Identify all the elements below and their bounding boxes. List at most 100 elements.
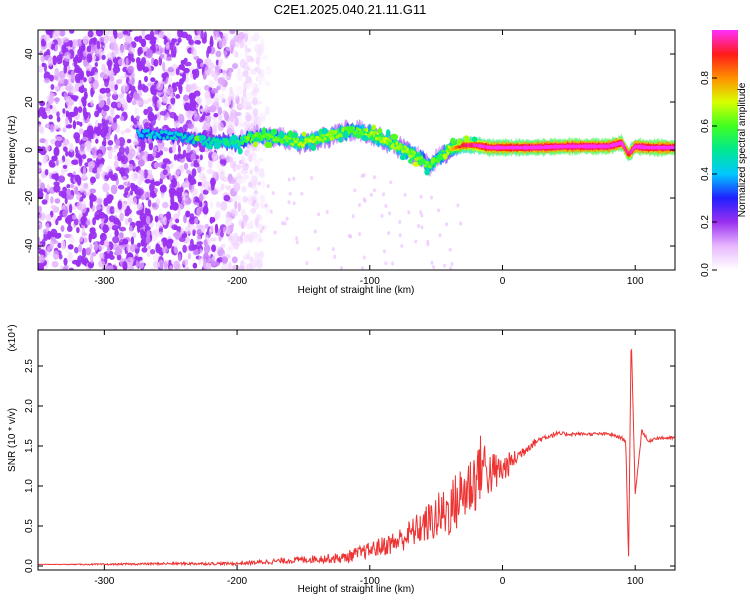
noise-cell <box>450 262 454 266</box>
track-blob <box>342 131 349 139</box>
track-blob <box>206 144 213 150</box>
noise-cell <box>38 236 41 246</box>
noise-cell <box>57 215 62 221</box>
noise-cell <box>66 184 71 189</box>
noise-cell <box>131 78 135 83</box>
noise-cell <box>131 100 137 106</box>
noise-cell <box>157 231 164 237</box>
track-cell <box>385 141 389 146</box>
track-blob <box>301 131 307 137</box>
track-cell <box>310 135 314 140</box>
noise-cell <box>254 189 258 194</box>
track-blob <box>264 141 273 149</box>
noise-cell <box>235 195 241 201</box>
noise-cell <box>419 210 423 215</box>
noise-cell <box>229 30 236 35</box>
noise-cell <box>165 76 173 86</box>
noise-cell <box>391 261 395 266</box>
snr-series-line <box>38 348 675 567</box>
noise-cell <box>191 126 199 135</box>
noise-cell <box>59 78 65 84</box>
colorbar-tick-label: 0.0 <box>700 263 711 277</box>
noise-cell <box>234 155 238 164</box>
track-blob <box>377 128 383 134</box>
noise-cell <box>358 232 362 237</box>
noise-cell <box>54 44 59 53</box>
noise-cell <box>73 39 79 48</box>
noise-cell <box>65 96 72 106</box>
noise-cell <box>76 200 83 211</box>
track-cell <box>137 131 141 135</box>
noise-cell <box>173 46 177 56</box>
noise-cell <box>173 170 180 180</box>
noise-cell <box>40 55 46 63</box>
noise-cell <box>104 87 111 94</box>
noise-cell <box>130 243 136 253</box>
track-cell <box>406 147 409 152</box>
noise-cell <box>162 216 168 226</box>
noise-cell <box>100 84 106 90</box>
snr-x-tick-label: 100 <box>627 576 644 587</box>
noise-cell <box>220 243 226 249</box>
noise-cell <box>96 166 102 173</box>
noise-cell <box>235 70 243 81</box>
noise-cell <box>79 143 85 152</box>
noise-cell <box>49 162 56 168</box>
noise-cell <box>239 53 244 58</box>
noise-cell <box>133 197 138 206</box>
noise-cell <box>225 46 233 52</box>
noise-cell <box>227 150 234 158</box>
noise-cell <box>138 79 142 88</box>
track-cell <box>228 143 231 147</box>
track-cell <box>164 130 168 134</box>
noise-cell <box>122 238 129 245</box>
noise-cell <box>78 243 83 253</box>
noise-cell <box>116 151 122 162</box>
noise-cell <box>46 123 50 129</box>
noise-cell <box>241 231 246 236</box>
noise-cell <box>139 212 147 222</box>
noise-cell <box>164 36 169 42</box>
noise-cell <box>417 224 421 228</box>
noise-cell <box>57 242 62 249</box>
noise-cell <box>117 32 124 39</box>
track-cell <box>174 131 178 135</box>
noise-cell <box>65 110 69 117</box>
noise-cell <box>221 50 228 57</box>
track-cell <box>192 140 196 145</box>
track-cell <box>397 146 401 151</box>
track-cell <box>207 136 211 141</box>
noise-cell <box>261 179 266 189</box>
track-cell <box>296 137 299 142</box>
noise-cell <box>118 137 126 147</box>
noise-cell <box>51 106 57 115</box>
noise-cell <box>420 225 424 230</box>
noise-cell <box>137 175 143 186</box>
noise-cell <box>243 261 247 269</box>
noise-cell <box>153 114 158 121</box>
track-cell <box>365 128 369 132</box>
noise-cell <box>86 191 91 197</box>
noise-cell <box>182 193 189 201</box>
noise-cell <box>137 57 141 62</box>
track-cell <box>236 139 240 143</box>
noise-cell <box>221 256 228 264</box>
noise-cell <box>65 216 72 224</box>
noise-cell <box>63 64 68 74</box>
noise-cell <box>235 95 240 105</box>
track-blob <box>252 141 258 148</box>
noise-cell <box>287 200 291 205</box>
noise-cell <box>333 254 337 259</box>
noise-cell <box>264 203 268 208</box>
track-cell <box>309 139 313 143</box>
noise-cell <box>233 93 239 99</box>
noise-cell <box>208 228 212 236</box>
noise-cell <box>207 45 212 54</box>
track-blob <box>390 133 399 140</box>
noise-cell <box>70 95 79 100</box>
noise-cell <box>259 167 265 177</box>
noise-cell <box>38 249 46 256</box>
noise-cell <box>94 210 101 221</box>
noise-cell <box>145 235 151 245</box>
noise-cell <box>269 209 273 214</box>
